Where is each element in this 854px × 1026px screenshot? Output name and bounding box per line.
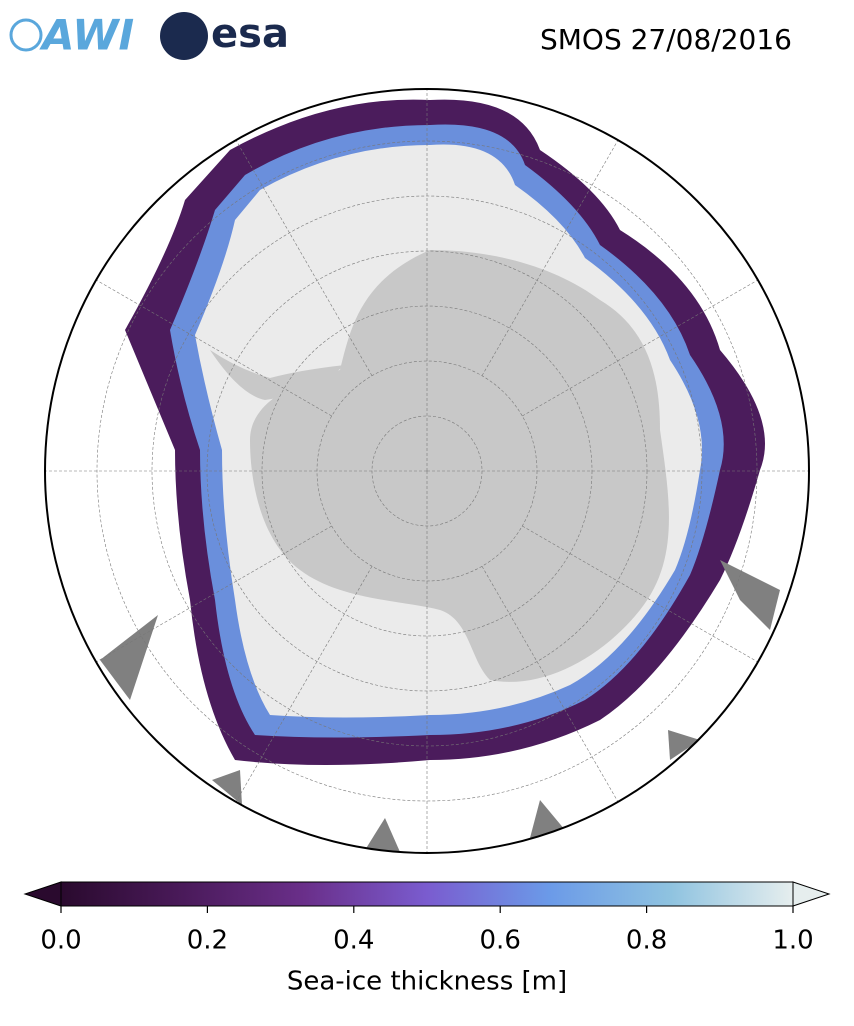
colorbar-label: Sea-ice thickness [m]: [287, 967, 567, 997]
longitude-line: [80, 525, 332, 672]
longitude-line: [80, 270, 332, 417]
esa-logo: esa: [211, 11, 289, 57]
graticule: [45, 89, 809, 853]
title: SMOS 27/08/2016: [540, 23, 792, 56]
longitude-line: [481, 566, 628, 818]
land: [100, 560, 780, 852]
antarctica: [250, 250, 669, 682]
colorbar-extend-high: [792, 881, 831, 907]
longitude-line: [226, 566, 373, 818]
colorbar-extend-low: [23, 881, 62, 907]
colorbar: [23, 881, 831, 913]
colorbar-scale: [60, 881, 794, 907]
awi-emblem: [9, 18, 43, 52]
longitude-line: [481, 124, 628, 376]
colorbar-tick-label: 0.2: [187, 926, 228, 956]
colorbar-tick-label: 0.6: [480, 926, 521, 956]
colorbar-tick-label: 0.4: [333, 926, 374, 956]
longitude-line: [522, 270, 774, 417]
map: [45, 89, 809, 853]
longitude-line: [522, 525, 774, 672]
map-frame: [44, 88, 810, 854]
peninsula: [210, 350, 345, 400]
longitude-line: [226, 124, 373, 376]
colorbar-tick-label: 1.0: [772, 926, 813, 956]
esa-emblem: [160, 12, 208, 60]
awi-logo: AWI: [39, 11, 134, 60]
logos: AWI esa: [9, 11, 289, 60]
colorbar-tick-label: 0.0: [40, 926, 81, 956]
colorbar-tick-label: 0.8: [626, 926, 667, 956]
